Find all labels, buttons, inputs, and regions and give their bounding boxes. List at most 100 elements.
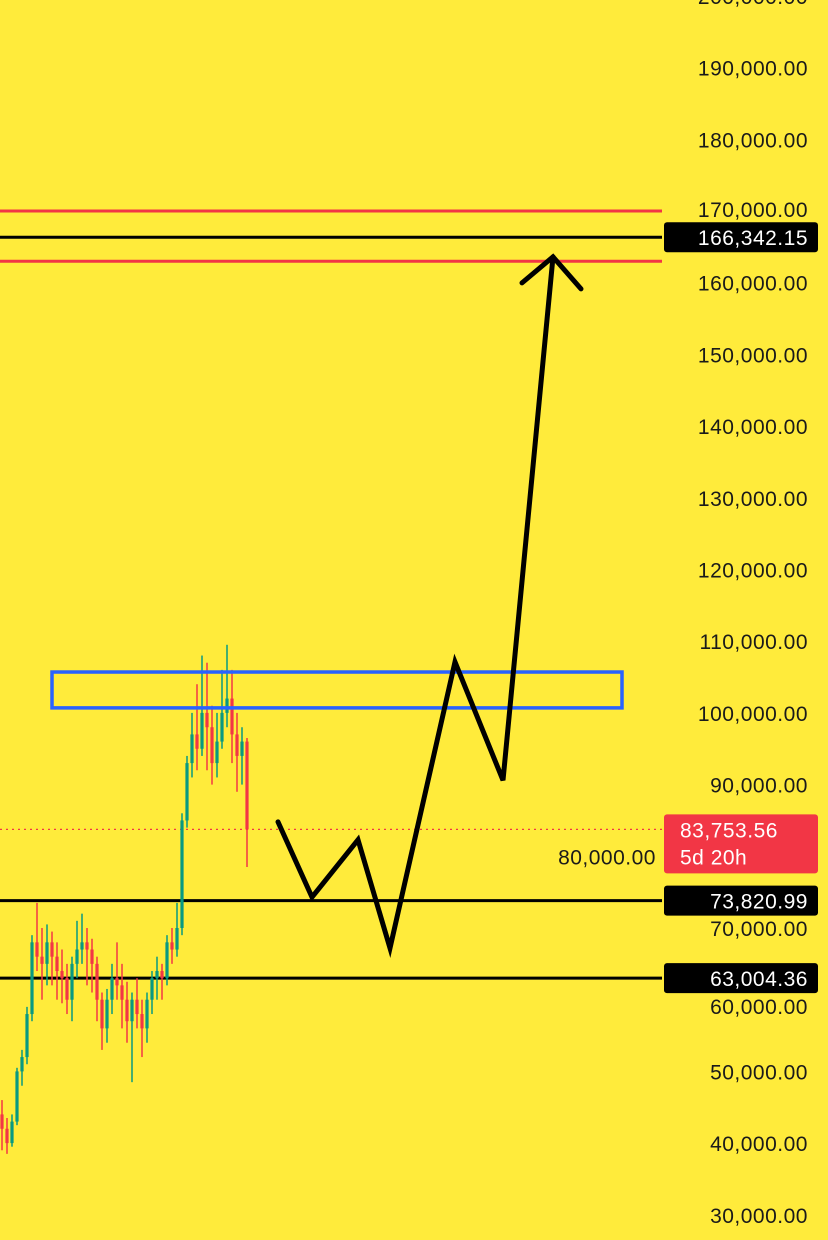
candle-body xyxy=(70,963,74,1000)
candle xyxy=(95,956,99,1022)
candle xyxy=(185,755,189,828)
candle-body xyxy=(175,928,179,950)
candle xyxy=(215,712,219,778)
candle xyxy=(170,928,174,964)
arrow-head-icon xyxy=(519,253,584,292)
axis-tick-label: 70,000.00 xyxy=(710,918,808,941)
price-axis: 200,000.00 190,000.00 180,000.00 170,000.00… xyxy=(558,0,808,1228)
candle-body xyxy=(95,963,99,1000)
candle-body xyxy=(150,978,154,1000)
axis-tick-label: 80,000.00 xyxy=(558,846,656,869)
candle xyxy=(30,935,34,1022)
candle xyxy=(0,1100,4,1151)
candle-body xyxy=(135,999,139,1015)
candle-body xyxy=(190,734,194,764)
axis-tick-label: 150,000.00 xyxy=(698,344,808,367)
axis-tick-label: 190,000.00 xyxy=(698,58,808,81)
level-label-bg xyxy=(664,885,818,916)
candle xyxy=(195,684,199,771)
candle-body xyxy=(155,971,159,979)
candle-body xyxy=(5,1128,9,1144)
candle xyxy=(60,949,64,1004)
candle xyxy=(20,1049,24,1086)
candle xyxy=(150,971,154,1015)
candle-body xyxy=(130,999,134,1022)
candle-body xyxy=(20,1057,24,1072)
candle xyxy=(175,902,179,957)
candle-body xyxy=(35,942,39,957)
level-label-bg xyxy=(664,963,818,994)
candle-body xyxy=(120,985,124,1000)
price-labels: 166,342.15 73,820.99 63,004.36 83,753.56 5d … xyxy=(664,222,818,994)
current-price-bg xyxy=(664,814,818,874)
candle xyxy=(25,1006,29,1065)
candle-body xyxy=(200,712,204,749)
candle xyxy=(65,963,69,1015)
candle xyxy=(5,1118,9,1154)
level-label-bg xyxy=(664,222,818,253)
candle xyxy=(140,999,144,1058)
level-price-label: 166,342.15 xyxy=(664,222,818,253)
candle xyxy=(85,928,89,986)
candle-body xyxy=(75,949,79,964)
current-price-text: 83,753.56 xyxy=(680,819,778,842)
candle-body xyxy=(195,734,199,749)
candle-body xyxy=(160,971,164,979)
candle xyxy=(165,935,169,986)
countdown-text: 5d 20h xyxy=(680,846,747,869)
candle-body xyxy=(210,727,214,764)
axis-tick-label: 180,000.00 xyxy=(698,129,808,152)
candle-body xyxy=(215,741,219,764)
candle xyxy=(75,920,79,979)
current-price-label: 83,753.56 5d 20h xyxy=(664,814,818,874)
candle-body xyxy=(185,763,189,821)
candle-body xyxy=(230,698,234,735)
candle-body xyxy=(180,820,184,928)
candle-body xyxy=(145,999,149,1029)
candle-body xyxy=(45,942,49,964)
candle-body xyxy=(10,1121,14,1144)
candle xyxy=(105,988,109,1043)
axis-tick-label: 30,000.00 xyxy=(710,1205,808,1228)
candle xyxy=(120,963,124,1029)
candle-body xyxy=(100,999,104,1029)
zone-box xyxy=(50,670,624,710)
candle-body xyxy=(50,942,54,957)
candle xyxy=(245,737,249,868)
candle xyxy=(180,813,184,936)
level-label-text: 73,820.99 xyxy=(710,891,808,914)
candle xyxy=(135,978,139,1029)
candle-body xyxy=(115,978,119,986)
axis-tick-label: 200,000.00 xyxy=(698,0,808,9)
candle xyxy=(10,1114,14,1147)
candle xyxy=(45,924,49,986)
axis-tick-label: 140,000.00 xyxy=(698,416,808,439)
candle xyxy=(210,705,214,785)
candle xyxy=(130,992,134,1083)
candle-body xyxy=(40,956,44,964)
candle xyxy=(40,928,44,1000)
projection-path xyxy=(275,254,556,958)
candle xyxy=(50,931,54,986)
candle-body xyxy=(205,712,209,728)
candle-body xyxy=(85,942,89,950)
candle-body xyxy=(125,999,129,1022)
candle xyxy=(100,992,104,1050)
candle-body xyxy=(170,942,174,950)
candle-body xyxy=(235,734,239,756)
candle xyxy=(155,956,159,1000)
candle-body xyxy=(245,741,249,830)
axis-tick-label: 50,000.00 xyxy=(710,1061,808,1084)
candle-body xyxy=(220,712,224,742)
axis-tick-label: 110,000.00 xyxy=(699,631,808,654)
axis-tick-label: 160,000.00 xyxy=(698,273,808,296)
axis-tick-label: 40,000.00 xyxy=(710,1133,808,1156)
candle xyxy=(90,938,94,993)
candle xyxy=(15,1067,19,1126)
axis-tick-label: 100,000.00 xyxy=(698,703,808,726)
level-price-label: 73,820.99 xyxy=(664,885,818,916)
candle-body xyxy=(60,971,64,979)
axis-tick-label: 60,000.00 xyxy=(710,996,808,1019)
axis-tick-label: 90,000.00 xyxy=(710,775,808,798)
